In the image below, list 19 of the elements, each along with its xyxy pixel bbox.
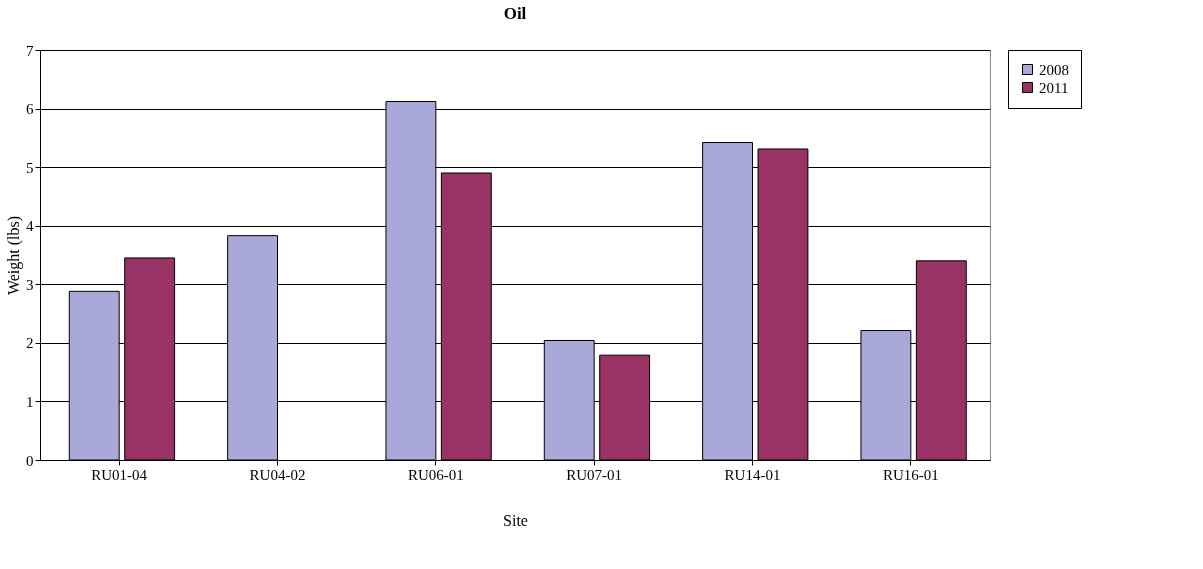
x-tick-label: RU01-04 (91, 466, 148, 483)
x-tick-label: RU07-01 (566, 466, 623, 483)
y-tick-label: 2 (26, 335, 34, 352)
y-tick-label: 1 (26, 393, 34, 410)
y-tick-label: 0 (26, 452, 34, 469)
y-tick-label: 7 (26, 42, 34, 59)
y-tick-label: 4 (26, 218, 34, 235)
x-axis-title: Site (503, 511, 528, 529)
x-tick-label: RU14-01 (724, 466, 781, 483)
chart-title: Oil (503, 4, 527, 23)
legend-label: 2008 (1039, 61, 1069, 78)
x-tick-label: RU16-01 (882, 466, 939, 483)
y-tick-label: 3 (26, 276, 34, 293)
x-tick-label: RU04-02 (249, 466, 306, 483)
y-tick-label: 5 (26, 159, 34, 176)
y-axis-title: Weight (lbs) (5, 215, 23, 296)
x-tick-label: RU06-01 (407, 466, 464, 483)
legend-label: 2011 (1039, 79, 1069, 96)
y-tick-label: 6 (26, 101, 34, 118)
